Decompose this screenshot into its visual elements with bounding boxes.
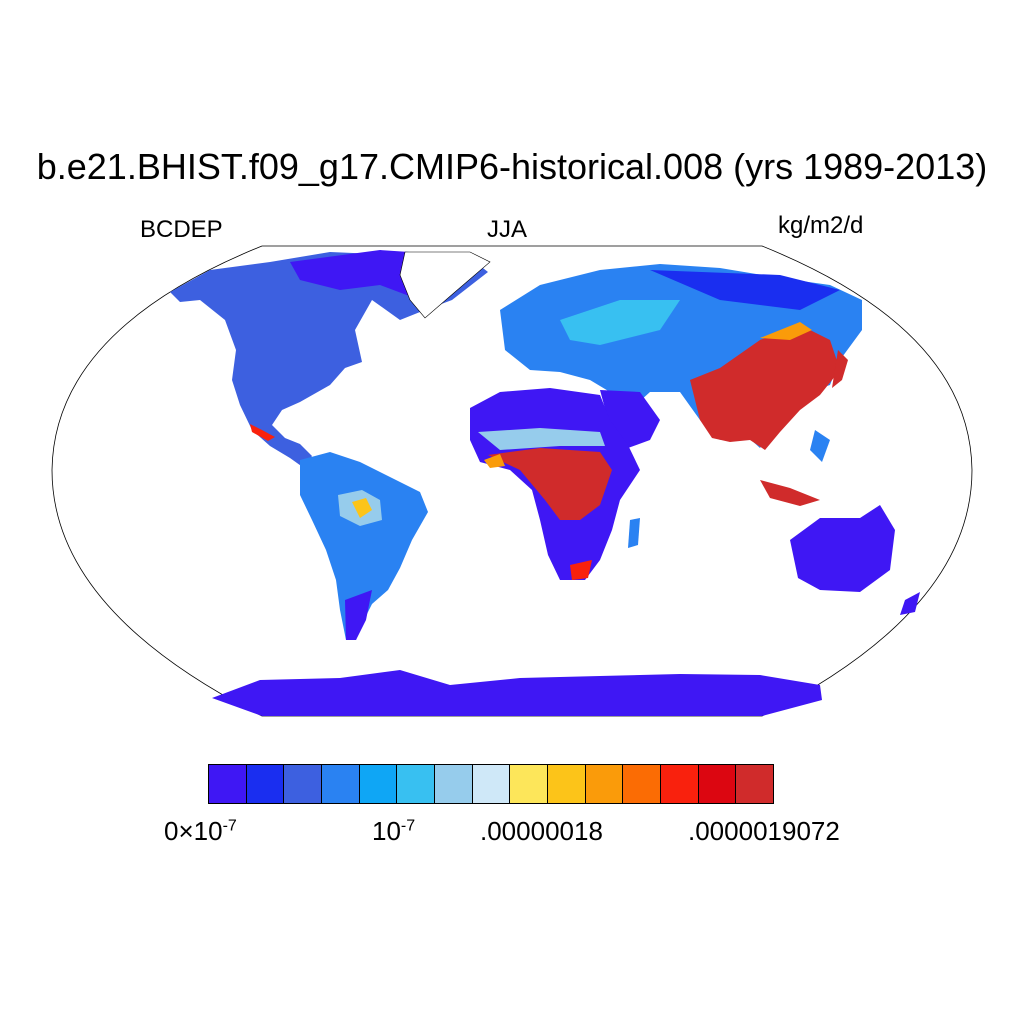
africa-hot (488, 448, 612, 520)
colorbar-swatch (661, 765, 699, 803)
amazon-hot (352, 498, 372, 518)
asia-orange-fringe (760, 322, 812, 340)
south-america (300, 452, 428, 640)
colorbar (208, 764, 774, 804)
north-america (170, 252, 488, 468)
colorbar-swatch (284, 765, 323, 803)
colorbar-swatch (510, 765, 549, 803)
middle-east (600, 390, 660, 448)
colorbar-swatch (322, 765, 360, 803)
colorbar-tick-label: 0×10-7 (164, 816, 237, 846)
colorbar-swatch (359, 765, 398, 803)
colorbar-swatch (548, 765, 586, 803)
colorbar-tick-label: 10-7 (372, 816, 416, 846)
colorbar-tick-label: .0000019072 (688, 816, 840, 846)
new-zealand (900, 592, 920, 615)
europe-light (560, 300, 680, 345)
season-label: JJA (487, 216, 528, 243)
south-america-south (345, 590, 372, 640)
colorbar-tick-label: .00000018 (480, 816, 603, 846)
australia (790, 505, 895, 592)
africa-sahel-light (478, 428, 605, 450)
variable-label: BCDEP (140, 216, 223, 243)
units-label: kg/m2/d (778, 212, 864, 239)
africa-orange (484, 454, 505, 468)
antarctica (212, 670, 822, 716)
asia-hot (690, 325, 840, 450)
colorbar-swatch (623, 765, 662, 803)
colorbar-swatch (209, 765, 247, 803)
colorbar-swatch (397, 765, 436, 803)
madagascar (628, 518, 640, 548)
colorbar-swatch (698, 765, 737, 803)
colorbar-swatch (246, 765, 285, 803)
colorbar-swatch (435, 765, 473, 803)
siberia-low (650, 270, 840, 310)
se-asia-islands (760, 480, 820, 506)
plot-title: b.e21.BHIST.f09_g17.CMIP6-historical.008… (36, 146, 988, 187)
central-america-hot (250, 424, 275, 441)
colorbar-swatch (585, 765, 624, 803)
colorbar-swatch (472, 765, 511, 803)
colorbar-swatch (736, 765, 774, 803)
japan (832, 350, 848, 388)
philippines (810, 430, 830, 462)
south-africa-hot (570, 560, 592, 580)
greenland (399, 251, 491, 319)
